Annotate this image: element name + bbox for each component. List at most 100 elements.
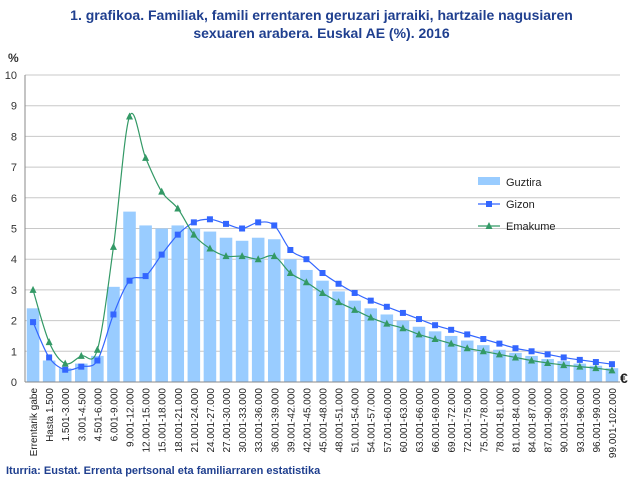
bar-guztira-11: [203, 231, 217, 382]
x-tick-label-36: 99.001-102.000: [608, 388, 619, 459]
point-gizon-21: [367, 297, 374, 304]
y-tick-label-5: 5: [11, 224, 17, 236]
bar-guztira-29: [493, 349, 506, 382]
point-gizon-18: [319, 270, 326, 277]
bar-guztira-8: [155, 228, 168, 382]
point-gizon-23: [399, 309, 406, 316]
x-tick-label-2: 1.501-3.000: [61, 388, 72, 442]
bar-guztira-32: [541, 358, 554, 382]
bar-guztira-19: [332, 291, 345, 382]
x-tick-label-16: 39.001-42.000: [286, 388, 297, 453]
y-tick-label-1: 1: [11, 346, 17, 358]
bar-guztira-12: [219, 237, 233, 382]
point-gizon-35: [592, 359, 599, 366]
point-emakume-26: [447, 339, 455, 347]
point-emakume-11: [206, 244, 214, 252]
bar-guztira-22: [380, 314, 394, 382]
chart-title: 1. grafikoa. Familiak, famili errentaren…: [0, 6, 643, 42]
point-gizon-0: [30, 319, 37, 326]
legend-label-emakume: Emakume: [506, 221, 556, 233]
x-tick-label-5: 6.001-9.000: [109, 388, 120, 442]
x-tick-label-23: 60.001-63.000: [399, 388, 410, 453]
bar-guztira-14: [251, 237, 265, 382]
point-gizon-15: [271, 222, 278, 229]
y-tick-label-3: 3: [11, 285, 17, 297]
x-tick-label-29: 78.001-81.000: [495, 388, 506, 453]
bar-guztira-21: [364, 308, 378, 382]
bar-guztira-33: [557, 361, 570, 382]
point-emakume-15: [270, 252, 278, 260]
bar-guztira-18: [316, 280, 329, 382]
bar-guztira-20: [348, 300, 361, 382]
point-gizon-26: [448, 326, 455, 333]
point-gizon-3: [78, 363, 85, 370]
point-gizon-12: [223, 220, 230, 227]
bar-guztira-26: [444, 335, 458, 382]
bar-guztira-34: [573, 363, 587, 382]
point-emakume-12: [222, 252, 230, 260]
x-tick-label-12: 27.001-30.000: [222, 388, 233, 453]
point-gizon-20: [351, 289, 358, 296]
point-emakume-7: [142, 153, 150, 161]
point-gizon-13: [239, 225, 246, 232]
x-tick-label-4: 4.501-6.000: [93, 388, 104, 442]
y-tick-label-6: 6: [11, 193, 17, 205]
bar-guztira-15: [267, 239, 281, 382]
x-tick-label-31: 84.001-87.000: [528, 388, 539, 453]
bar-guztira-35: [589, 365, 603, 382]
point-emakume-3: [77, 351, 85, 359]
x-tick-label-27: 72.001-75.000: [463, 388, 474, 453]
point-emakume-6: [126, 112, 134, 120]
chart-title-line-2: sexuaren arabera. Euskal AE (%). 2016: [193, 25, 450, 41]
point-gizon-8: [158, 251, 165, 258]
bar-guztira-36: [605, 368, 619, 382]
tick-labels: 0 1 2 3 4 5 6 7 8 9 10 Errentarik gabe Hasta 1.500 1.…: [5, 70, 619, 458]
point-gizon-22: [383, 303, 390, 310]
x-tick-label-13: 30.001-33.000: [238, 388, 249, 453]
point-emakume-36: [608, 366, 616, 374]
bar-series: [26, 211, 619, 382]
point-gizon-33: [560, 354, 567, 361]
point-emakume-23: [399, 324, 407, 332]
y-tick-label-8: 8: [11, 131, 17, 143]
x-tick-label-32: 87.001-90.000: [544, 388, 555, 453]
point-gizon-10: [190, 219, 197, 226]
legend-marker-gizon: [486, 201, 492, 207]
point-emakume-13: [238, 252, 246, 260]
point-emakume-8: [158, 187, 166, 195]
point-emakume-4: [93, 345, 101, 353]
point-emakume-35: [592, 364, 600, 372]
legend-marker-emakume: [485, 222, 493, 229]
x-tick-label-18: 45.001-48.000: [319, 388, 330, 453]
point-gizon-36: [608, 361, 615, 368]
x-tick-label-8: 15.001-18.000: [158, 388, 169, 453]
point-gizon-19: [335, 280, 342, 287]
point-emakume-17: [302, 278, 310, 286]
x-tick-label-17: 42.001-45.000: [302, 388, 313, 453]
point-gizon-34: [576, 356, 583, 363]
point-emakume-28: [479, 347, 487, 355]
point-emakume-30: [511, 353, 519, 361]
bar-guztira-4: [91, 355, 104, 382]
x-tick-label-24: 63.001-66.000: [415, 388, 426, 453]
point-gizon-25: [432, 322, 439, 329]
y-tick-label-0: 0: [11, 377, 17, 389]
x-tick-label-30: 81.001-84.000: [511, 388, 522, 453]
y-tick-label-9: 9: [11, 101, 17, 113]
point-emakume-34: [576, 362, 584, 370]
point-emakume-5: [109, 242, 117, 250]
point-gizon-32: [544, 351, 551, 358]
x-tick-label-0: Errentarik gabe: [29, 388, 40, 457]
point-gizon-30: [512, 345, 519, 352]
point-emakume-18: [319, 288, 326, 296]
point-gizon-24: [415, 316, 422, 323]
source-note: Iturria: Eustat. Errenta pertsonal eta f…: [6, 465, 321, 477]
point-emakume-20: [351, 305, 359, 313]
point-gizon-14: [255, 219, 262, 226]
point-emakume-19: [335, 298, 343, 306]
point-emakume-31: [528, 356, 536, 364]
x-tick-label-28: 75.001-78.000: [479, 388, 490, 453]
y-tick-label-10: 10: [5, 70, 17, 82]
bar-guztira-10: [187, 228, 201, 382]
